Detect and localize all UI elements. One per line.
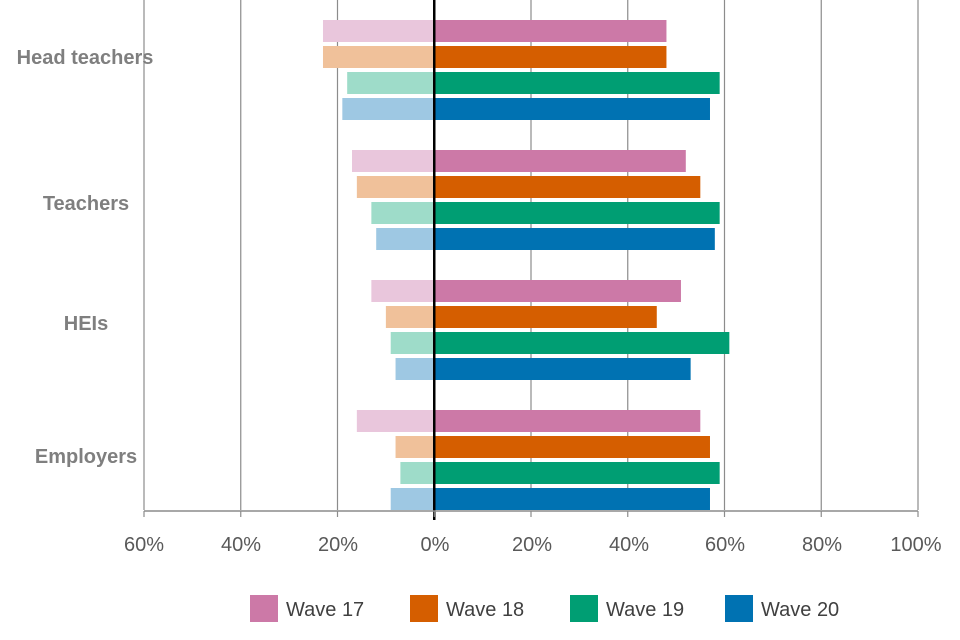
bar-negative-wave-20: [395, 358, 435, 380]
bar-negative-wave-17: [322, 20, 435, 42]
legend-label-wave-18: Wave 18: [446, 599, 524, 621]
legend-label-wave-20: Wave 20: [761, 599, 839, 621]
category-label-heis: HEIs: [64, 313, 108, 335]
x-tick-label: 40%: [609, 534, 649, 556]
bar-positive-wave-17: [434, 150, 686, 172]
bar-negative-wave-20: [390, 488, 435, 510]
bars: [322, 20, 730, 510]
bar-positive-wave-19: [434, 72, 720, 94]
bar-negative-wave-17: [352, 150, 435, 172]
bar-positive-wave-18: [434, 176, 701, 198]
bar-positive-wave-18: [434, 306, 657, 328]
x-tick-label: 60%: [124, 534, 164, 556]
bar-negative-wave-19: [400, 462, 435, 484]
bar-negative-wave-18: [385, 306, 435, 328]
bar-negative-wave-18: [322, 46, 435, 68]
bar-negative-wave-19: [371, 202, 435, 224]
x-axis-ticks: [143, 511, 919, 517]
category-label-head-teachers: Head teachers: [17, 47, 154, 69]
x-tick-label: 100%: [890, 534, 941, 556]
legend-swatch-wave-17: [250, 595, 278, 622]
bar-negative-wave-17: [356, 410, 435, 432]
x-tick-label: 80%: [802, 534, 842, 556]
bar-positive-wave-20: [434, 228, 715, 250]
bar-negative-wave-18: [356, 176, 435, 198]
category-labels: Head teachers Teachers HEIs Employers: [17, 47, 154, 468]
legend-label-wave-19: Wave 19: [606, 599, 684, 621]
bar-negative-wave-19: [347, 72, 435, 94]
bar-negative-wave-18: [395, 436, 435, 458]
legend-swatch-wave-20: [725, 595, 753, 622]
legend-label-wave-17: Wave 17: [286, 599, 364, 621]
x-tick-labels: 60% 40% 20% 0% 20% 40% 60% 80% 100%: [124, 534, 942, 556]
bar-negative-wave-20: [342, 98, 435, 120]
x-tick-label: 0%: [421, 534, 450, 556]
bar-positive-wave-17: [434, 410, 701, 432]
bar-positive-wave-20: [434, 98, 710, 120]
bar-positive-wave-19: [434, 332, 730, 354]
bar-negative-wave-20: [376, 228, 435, 250]
legend-swatch-wave-18: [410, 595, 438, 622]
bar-positive-wave-17: [434, 20, 667, 42]
bar-positive-wave-18: [434, 46, 667, 68]
bar-positive-wave-20: [434, 488, 710, 510]
category-label-teachers: Teachers: [43, 193, 129, 215]
bar-positive-wave-18: [434, 436, 710, 458]
category-label-employers: Employers: [35, 446, 137, 468]
bar-positive-wave-19: [434, 462, 720, 484]
x-tick-label: 60%: [705, 534, 745, 556]
x-tick-label: 20%: [318, 534, 358, 556]
bar-negative-wave-17: [371, 280, 435, 302]
bar-negative-wave-19: [390, 332, 435, 354]
x-tick-label: 20%: [512, 534, 552, 556]
bar-positive-wave-19: [434, 202, 720, 224]
bar-positive-wave-20: [434, 358, 691, 380]
legend-swatch-wave-19: [570, 595, 598, 622]
legend: Wave 17 Wave 18 Wave 19 Wave 20: [250, 595, 839, 622]
bar-positive-wave-17: [434, 280, 681, 302]
x-tick-label: 40%: [221, 534, 261, 556]
